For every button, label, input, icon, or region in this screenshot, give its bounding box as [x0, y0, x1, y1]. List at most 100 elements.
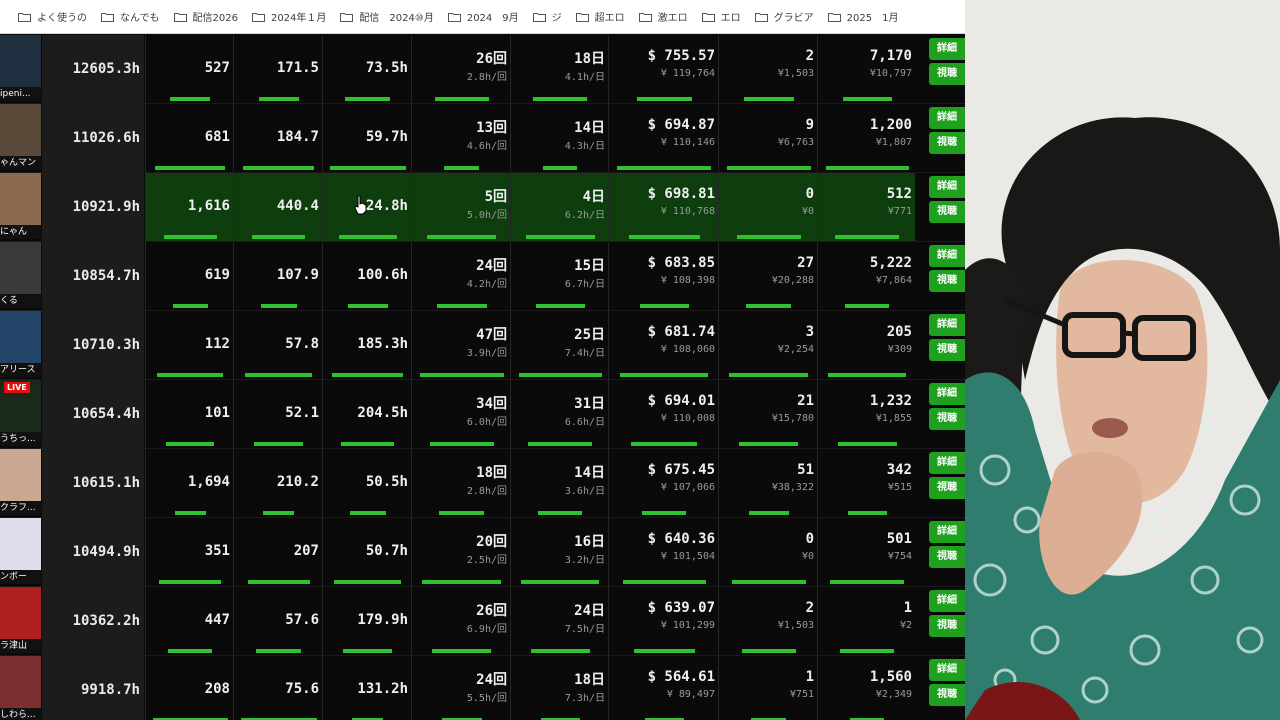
row-actions: 詳細 視聴	[929, 38, 965, 88]
stat-value: 101	[204, 405, 230, 421]
detail-button[interactable]: 詳細	[929, 659, 965, 681]
stat-value: 208	[204, 681, 230, 697]
watch-button[interactable]: 視聴	[929, 339, 965, 361]
stat-value: 0	[805, 186, 814, 202]
stat-value: $ 640.36	[647, 531, 715, 547]
watch-button[interactable]: 視聴	[929, 408, 965, 430]
watch-button[interactable]: 視聴	[929, 546, 965, 568]
channel-avatar[interactable]: ラ津山	[0, 587, 41, 654]
channel-avatar[interactable]: ンボー	[0, 518, 41, 585]
stat-bar	[427, 235, 496, 239]
stat-cell-c2: 52.1	[233, 380, 322, 448]
stat-cell-usd: $ 694.01 ¥ 110,008	[608, 380, 718, 448]
channel-avatar[interactable]: ipeni...	[0, 35, 41, 102]
stat-cell-days: 14日 3.6h/日	[510, 449, 608, 517]
channel-name: しわら...	[0, 708, 41, 720]
stat-cell-c3: 73.5h	[322, 35, 411, 103]
bookmark-folder[interactable]: 配信2026	[173, 9, 238, 24]
folder-icon	[532, 12, 546, 22]
stat-value: 57.8	[285, 336, 319, 352]
stat-bar	[536, 304, 585, 308]
watch-button[interactable]: 視聴	[929, 684, 965, 706]
bookmark-folder[interactable]: 超エロ	[575, 9, 625, 24]
channel-name: クラフ...	[0, 501, 41, 515]
stat-value: 447	[204, 612, 230, 628]
bookmark-folder[interactable]: 2024 9月	[447, 9, 519, 24]
detail-button[interactable]: 詳細	[929, 314, 965, 336]
bookmark-folder[interactable]: 2025 1月	[827, 9, 898, 24]
stat-bar	[623, 580, 706, 584]
detail-button[interactable]: 詳細	[929, 521, 965, 543]
channel-avatar[interactable]: LIVE うちっ...	[0, 380, 41, 447]
table-row: LIVE うちっ... 10654.4h 101 52.1 204.5h 34回 6.0h/回…	[0, 380, 965, 449]
bookmark-folder[interactable]: 激エロ	[638, 9, 688, 24]
channel-avatar[interactable]: しわら...	[0, 656, 41, 720]
stat-value: 26回	[476, 603, 507, 619]
stat-subvalue: 3.2h/日	[564, 555, 605, 566]
channel-avatar[interactable]: ゃんマン	[0, 104, 41, 171]
stat-value: 527	[204, 60, 230, 76]
stat-bar	[430, 442, 494, 446]
stat-value: 1,232	[869, 393, 912, 409]
detail-button[interactable]: 詳細	[929, 107, 965, 129]
stat-value: 25日	[574, 327, 605, 343]
stat-bar	[645, 718, 684, 720]
stat-cell-days: 4日 6.2h/日	[510, 173, 608, 241]
bookmark-folder[interactable]: グラビア	[754, 9, 814, 24]
bookmark-folder[interactable]: 2024年１月	[251, 9, 326, 24]
stat-bar	[742, 649, 796, 653]
stat-bar	[830, 580, 904, 584]
stat-subvalue: 7.3h/日	[564, 693, 605, 704]
bookmark-folder[interactable]: ジ	[532, 9, 562, 24]
watch-button[interactable]: 視聴	[929, 63, 965, 85]
detail-button[interactable]: 詳細	[929, 176, 965, 198]
detail-button[interactable]: 詳細	[929, 383, 965, 405]
stat-subvalue: 6.6h/日	[564, 417, 605, 428]
bookmark-label: 配信 2024⑩月	[359, 13, 434, 24]
channel-avatar[interactable]: にゃん	[0, 173, 41, 240]
stat-cell-days: 18日 7.3h/日	[510, 656, 608, 720]
stat-cell-usd: $ 640.36 ¥ 101,504	[608, 518, 718, 586]
watch-button[interactable]: 視聴	[929, 477, 965, 499]
channel-avatar[interactable]: アリース	[0, 311, 41, 378]
stat-value: $ 639.07	[647, 600, 715, 616]
bookmark-folder[interactable]: なんでも	[101, 9, 160, 24]
stat-subvalue: 4.2h/回	[466, 279, 507, 290]
bookmarks-bar: よく使うの なんでも 配信2026 2024年１月 配信 2024⑩月 2024 9月 ジ 超…	[0, 0, 965, 34]
detail-button[interactable]: 詳細	[929, 38, 965, 60]
stat-value: 204.5h	[357, 405, 408, 421]
total-hours: 10921.9h	[42, 173, 144, 241]
channel-name: うちっ...	[0, 432, 41, 446]
bookmark-folder[interactable]: エロ	[701, 9, 741, 24]
detail-button[interactable]: 詳細	[929, 245, 965, 267]
stat-bar	[519, 373, 602, 377]
stat-value: $ 683.85	[647, 255, 715, 271]
table-row: クラフ... 10615.1h 1,694 210.2 50.5h 18回 2.8h/回 14…	[0, 449, 965, 518]
watch-button[interactable]: 視聴	[929, 615, 965, 637]
channel-avatar[interactable]: くる	[0, 242, 41, 309]
channel-avatar[interactable]: クラフ...	[0, 449, 41, 516]
stat-cell-c3: 50.5h	[322, 449, 411, 517]
stat-cell-n1: 27 ¥20,288	[718, 242, 817, 310]
detail-button[interactable]: 詳細	[929, 590, 965, 612]
total-hours: 10362.2h	[42, 587, 144, 655]
stat-bar	[422, 580, 501, 584]
bookmark-folder[interactable]: 配信 2024⑩月	[340, 9, 434, 24]
bookmark-folder[interactable]: よく使うの	[18, 9, 87, 24]
stat-value: 2	[805, 48, 814, 64]
stat-cell-n1: 9 ¥6,763	[718, 104, 817, 172]
stat-cell-n2: 7,170 ¥10,797	[817, 35, 915, 103]
stat-cell-n1: 2 ¥1,503	[718, 35, 817, 103]
watch-button[interactable]: 視聴	[929, 201, 965, 223]
detail-button[interactable]: 詳細	[929, 452, 965, 474]
stat-cell-c1: 351	[145, 518, 233, 586]
stat-subvalue: ¥15,780	[771, 413, 814, 424]
stat-bar	[155, 166, 225, 170]
stat-bar	[170, 97, 210, 101]
stat-subvalue: ¥ 108,060	[660, 344, 715, 355]
watch-button[interactable]: 視聴	[929, 270, 965, 292]
row-actions: 詳細 視聴	[929, 314, 965, 364]
stat-value: 5,222	[869, 255, 912, 271]
stat-cell-c1: 112	[145, 311, 233, 379]
watch-button[interactable]: 視聴	[929, 132, 965, 154]
